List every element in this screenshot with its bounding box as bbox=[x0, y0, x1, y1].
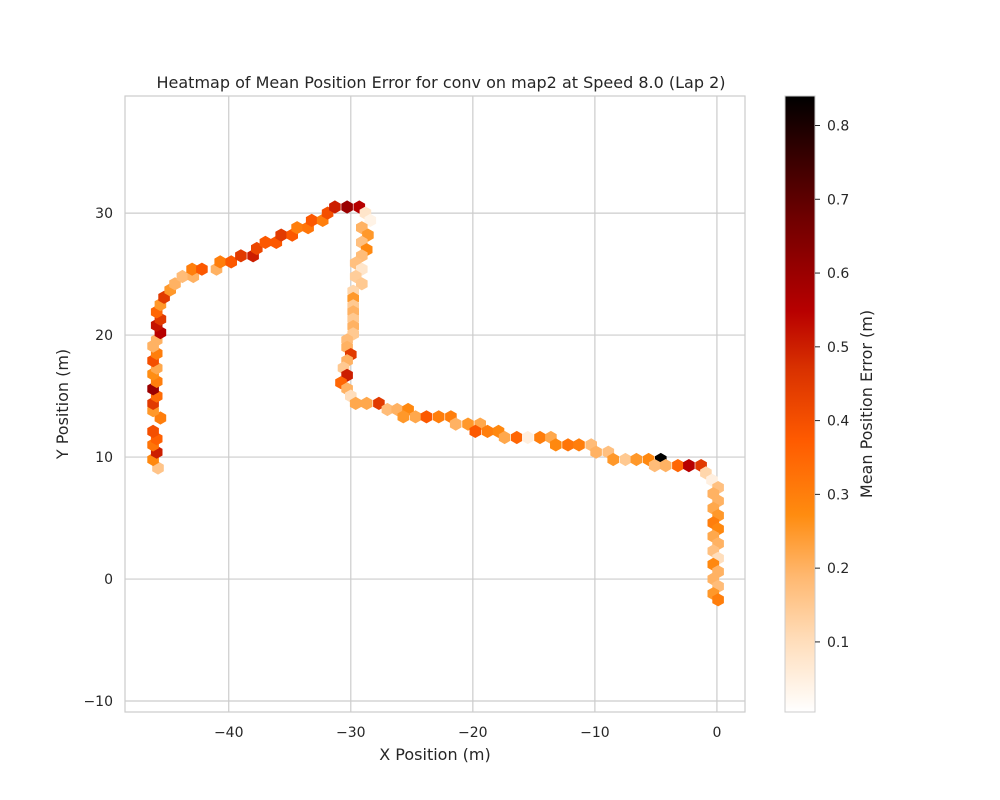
hexbin-cell bbox=[329, 200, 341, 214]
hexbin-cell bbox=[225, 255, 237, 269]
y-axis-label: Y Position (m) bbox=[53, 349, 72, 460]
hexbin-cell bbox=[275, 228, 287, 242]
chart-title: Heatmap of Mean Position Error for conv … bbox=[157, 73, 726, 92]
hexbin-cell bbox=[469, 424, 482, 438]
hexbin-cell bbox=[562, 438, 574, 452]
x-axis-label: X Position (m) bbox=[379, 745, 491, 764]
colorbar-tick-label: 0.5 bbox=[827, 340, 849, 356]
y-tick-label: −10 bbox=[83, 694, 113, 710]
x-axis-ticks: −40 −30 −20 −10 0 bbox=[214, 725, 721, 741]
hexbin-cell bbox=[420, 410, 433, 424]
colorbar-tick-label: 0.2 bbox=[827, 561, 849, 577]
hexbin-cell bbox=[176, 269, 189, 284]
colorbar-tick-label: 0.8 bbox=[827, 119, 849, 135]
hexbin-cell bbox=[341, 200, 353, 214]
hexbin-cell bbox=[235, 249, 247, 263]
colorbar-ticks: 0.1 0.2 0.3 0.4 0.5 0.6 0.7 0.8 bbox=[815, 119, 849, 651]
hexbin-cell bbox=[356, 277, 368, 291]
hexbin-cell bbox=[196, 262, 208, 276]
colorbar-tick-label: 0.1 bbox=[827, 635, 849, 651]
hexbin-cell bbox=[214, 255, 226, 269]
y-tick-label: 10 bbox=[95, 450, 113, 466]
y-tick-label: 20 bbox=[95, 328, 113, 344]
hexbin-cell bbox=[550, 438, 562, 452]
colorbar-tick-label: 0.3 bbox=[827, 487, 849, 503]
hexbin-cell bbox=[619, 452, 632, 467]
y-tick-label: 30 bbox=[95, 206, 113, 222]
hexbin-cell bbox=[573, 438, 585, 452]
hexbin-cell bbox=[607, 452, 619, 467]
hexbin-cell bbox=[672, 459, 684, 473]
y-axis-ticks: −10 0 10 20 30 bbox=[83, 206, 113, 710]
colorbar-tick-label: 0.4 bbox=[827, 414, 849, 430]
hexbin-cell bbox=[498, 430, 511, 445]
x-tick-label: −20 bbox=[458, 725, 488, 741]
hexbin-cell bbox=[659, 459, 672, 473]
hexbin-cell bbox=[147, 424, 159, 438]
colorbar-tick-label: 0.6 bbox=[827, 266, 849, 282]
hexbin-cell bbox=[291, 221, 303, 235]
hexbin-cells bbox=[147, 200, 724, 607]
y-tick-label: 0 bbox=[104, 572, 113, 588]
hexbin-cell bbox=[381, 402, 394, 417]
plot-frame bbox=[124, 95, 746, 713]
hexbin-cell bbox=[349, 396, 362, 410]
hexbin-cell bbox=[397, 410, 410, 424]
hexbin-cell bbox=[259, 235, 272, 249]
hexbin-cell bbox=[511, 430, 523, 445]
hexbin-cell bbox=[360, 396, 373, 410]
colorbar-tick-label: 0.7 bbox=[827, 192, 849, 208]
x-tick-label: 0 bbox=[712, 725, 721, 741]
hexbin-cell bbox=[712, 593, 724, 607]
hexbin-cell bbox=[449, 417, 462, 431]
hexbin-cell bbox=[481, 424, 494, 438]
plot-area bbox=[125, 96, 745, 712]
grid-lines bbox=[125, 96, 745, 712]
hexbin-cell bbox=[683, 459, 695, 473]
colorbar bbox=[784, 95, 816, 713]
x-tick-label: −30 bbox=[336, 725, 366, 741]
hexbin-cell bbox=[409, 410, 422, 424]
x-tick-label: −10 bbox=[580, 725, 610, 741]
hexbin-cell bbox=[186, 262, 198, 276]
hexbin-cell bbox=[364, 213, 377, 227]
x-tick-label: −40 bbox=[214, 725, 244, 741]
hexbin-cell bbox=[305, 213, 318, 227]
colorbar-label: Mean Position Error (m) bbox=[857, 310, 876, 498]
hexbin-cell bbox=[630, 452, 643, 467]
hexbin-cell bbox=[534, 430, 546, 445]
hexbin-cell bbox=[522, 430, 534, 445]
hexbin-cell bbox=[648, 459, 661, 473]
hexbin-cell bbox=[432, 410, 445, 424]
hexbin-cell bbox=[590, 445, 602, 459]
